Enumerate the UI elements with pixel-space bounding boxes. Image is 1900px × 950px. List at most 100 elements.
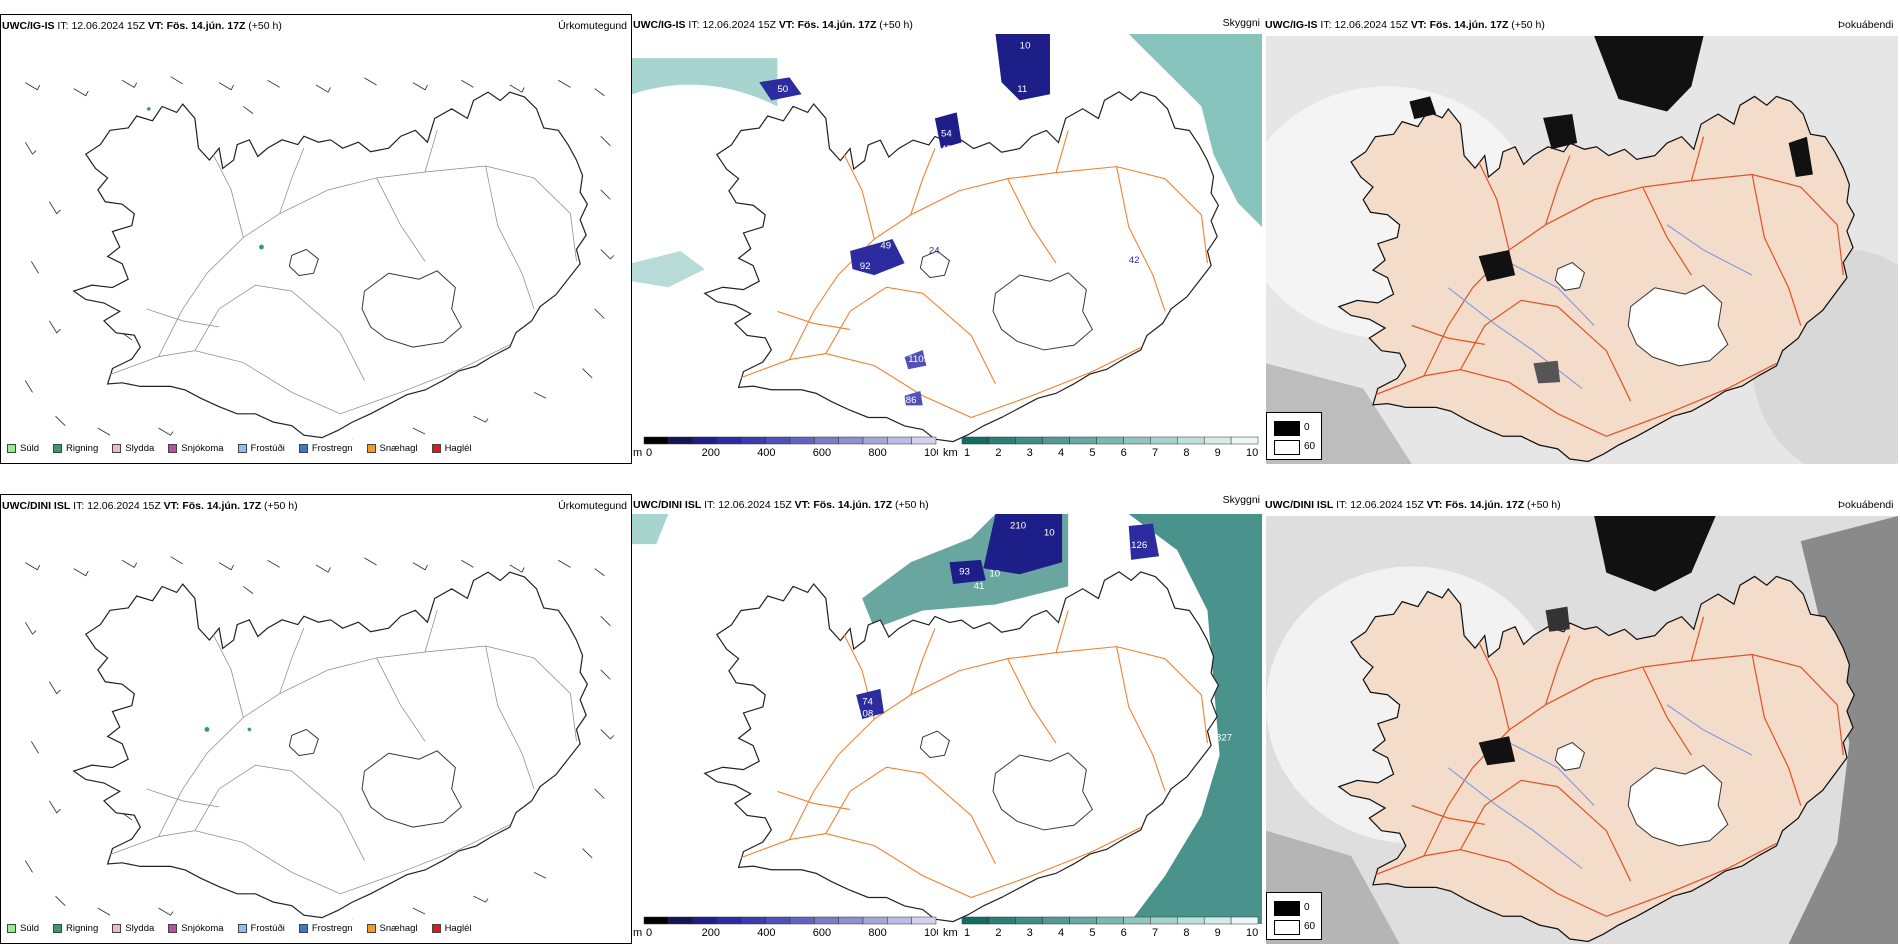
colorbar-segment (1096, 916, 1124, 925)
cloud-label: 210 (1010, 520, 1026, 531)
colorbar-segment (838, 916, 864, 925)
colorbar-segment (668, 916, 693, 925)
colorbar-tick-label: 8 (1183, 927, 1189, 938)
colorbar-tick-label: 400 (757, 927, 775, 938)
legend-item: Rigning (53, 923, 98, 934)
precip-panel-row2: UWC/DINI ISL IT: 12.06.2024 15Z VT: Fös.… (0, 494, 632, 944)
visibility-colorbar: km 1 2 3 4 5 6 7 8 9 10 (943, 916, 1259, 938)
colorbar-tick-label: 600 (813, 927, 831, 938)
cloud-label: 47 (941, 144, 952, 155)
cloud-label: 93 (959, 566, 970, 577)
legend-item: Frostregn (298, 443, 353, 454)
colorbar-segment (1015, 436, 1043, 445)
colorbar-tick-label: 9 (1215, 447, 1221, 458)
colorbar-segment (1042, 436, 1070, 445)
precip-panel-row1: UWC/IG-IS IT: 12.06.2024 15Z VT: Fös. 14… (0, 14, 632, 464)
colorbar-tick-label: 4 (1058, 447, 1064, 458)
colorbar-segment (716, 916, 742, 925)
colorbar-segment (1177, 436, 1205, 445)
cloud-label: 54 (941, 129, 952, 140)
colorbar-segment (789, 436, 815, 445)
legend-item: Haglél (431, 923, 472, 934)
colorbar-segment (814, 436, 839, 445)
colorbar-segment (765, 916, 791, 925)
colorbar-tick-label: 9 (1215, 927, 1221, 938)
fog-panel-row1: UWC/IG-IS IT: 12.06.2024 15Z VT: Fös. 14… (1264, 14, 1900, 464)
cloud-label: 11 (1017, 84, 1027, 95)
colorbar-segment (1042, 916, 1070, 925)
visibility-colorbar: km 1 2 3 4 5 6 7 8 9 10 (943, 436, 1259, 458)
colorbar-tick-label: 6 (1121, 927, 1127, 938)
colorbar-segment (1203, 436, 1232, 445)
panel-title: Úrkomutegund (558, 500, 627, 512)
panel-header: UWC/DINI ISL IT: 12.06.2024 15Z VT: Fös.… (2, 500, 298, 512)
colorbar-segment (789, 916, 815, 925)
colorbar-segment (1230, 916, 1259, 925)
colorbar-tick-label: 0 (646, 447, 652, 458)
panel-header: UWC/IG-IS IT: 12.06.2024 15Z VT: Fös. 14… (2, 20, 282, 32)
colorbar-segment (911, 436, 937, 445)
colorbar-tick-label: 600 (813, 447, 831, 458)
legend-item: Snæhagl (366, 923, 418, 934)
colorbar-segment (1096, 436, 1124, 445)
colorbar-segment (887, 916, 912, 925)
cloud-panel-row1: UWC/IG-IS IT: 12.06.2024 15Z VT: Fös. 14… (632, 14, 1264, 464)
colorbar-segment (692, 916, 718, 925)
cloud-label: 1109 (908, 354, 929, 365)
fog-map (1266, 36, 1898, 464)
colorbar-tick-label: 800 (868, 927, 886, 938)
colorbar-tick-label: 200 (702, 447, 720, 458)
cloud-label: 42 (1129, 255, 1140, 266)
colorbar-segment (961, 916, 990, 925)
panel-title: Skyggni (1222, 17, 1260, 29)
colorbar-unit: m (633, 447, 642, 458)
colorbar-segment (716, 436, 742, 445)
colorbar-segment (741, 436, 766, 445)
colorbar-segment (643, 916, 669, 925)
colorbar-segment (988, 436, 1017, 445)
panel-title: Þokuábendi (1838, 19, 1894, 31)
cloud-label: 41 (974, 581, 985, 592)
panel-header: UWC/IG-IS IT: 12.06.2024 15Z VT: Fös. 14… (633, 19, 913, 31)
colorbar-tick-label: 6 (1121, 447, 1127, 458)
colorbar-tick-label: 200 (702, 927, 720, 938)
colorbar-tick-label: 10 (1246, 447, 1258, 458)
colorbar-segment (668, 436, 693, 445)
colorbar-tick-label: 1000 (924, 447, 938, 458)
colorbar-tick-label: 7 (1152, 447, 1158, 458)
cloud-label: 50 (777, 84, 788, 95)
colorbar-tick-label: 800 (868, 447, 886, 458)
colorbar-segment (765, 436, 791, 445)
legend-item: Slydda (112, 923, 154, 934)
colorbar-segment (1150, 916, 1178, 925)
cloud-map: 50 10 11 49 92 54 1109 47 86 42 24 (632, 34, 1262, 443)
colorbar-segment (988, 916, 1017, 925)
colorbar-tick-label: 7 (1152, 927, 1158, 938)
legend-item: Snjókoma (168, 443, 224, 454)
cloud-label: 10 (1044, 528, 1055, 539)
colorbar-segment (741, 916, 766, 925)
colorbar-segment (1203, 916, 1232, 925)
colorbar-segment (643, 436, 669, 445)
colorbar-tick-label: 10 (1246, 927, 1258, 938)
colorbar-tick-label: 1 (964, 927, 970, 938)
greyscale-legend: 0 60 (1266, 412, 1322, 460)
panel-title: Þokuábendi (1838, 499, 1894, 511)
fog-map (1266, 516, 1898, 944)
colorbar-unit: km (943, 447, 958, 458)
panel-header: UWC/IG-IS IT: 12.06.2024 15Z VT: Fös. 14… (1265, 19, 1545, 31)
colorbar-segment (814, 916, 839, 925)
cloud-label: 49 (880, 241, 891, 252)
legend-item: Rigning (53, 443, 98, 454)
colorbar-unit: m (633, 927, 642, 938)
colorbar-tick-label: 0 (646, 927, 652, 938)
cloud-label: 10 (989, 569, 1000, 580)
colorbar-tick-label: 5 (1089, 447, 1095, 458)
cloud-label: 827 (1216, 733, 1232, 744)
precip-map (24, 76, 615, 440)
colorbar-tick-label: 1 (964, 447, 970, 458)
colorbar-segment (1177, 916, 1205, 925)
cloud-map: 210 10 126 93 10 41 74 1108 827 (632, 514, 1262, 924)
colorbar-segment (1150, 436, 1178, 445)
